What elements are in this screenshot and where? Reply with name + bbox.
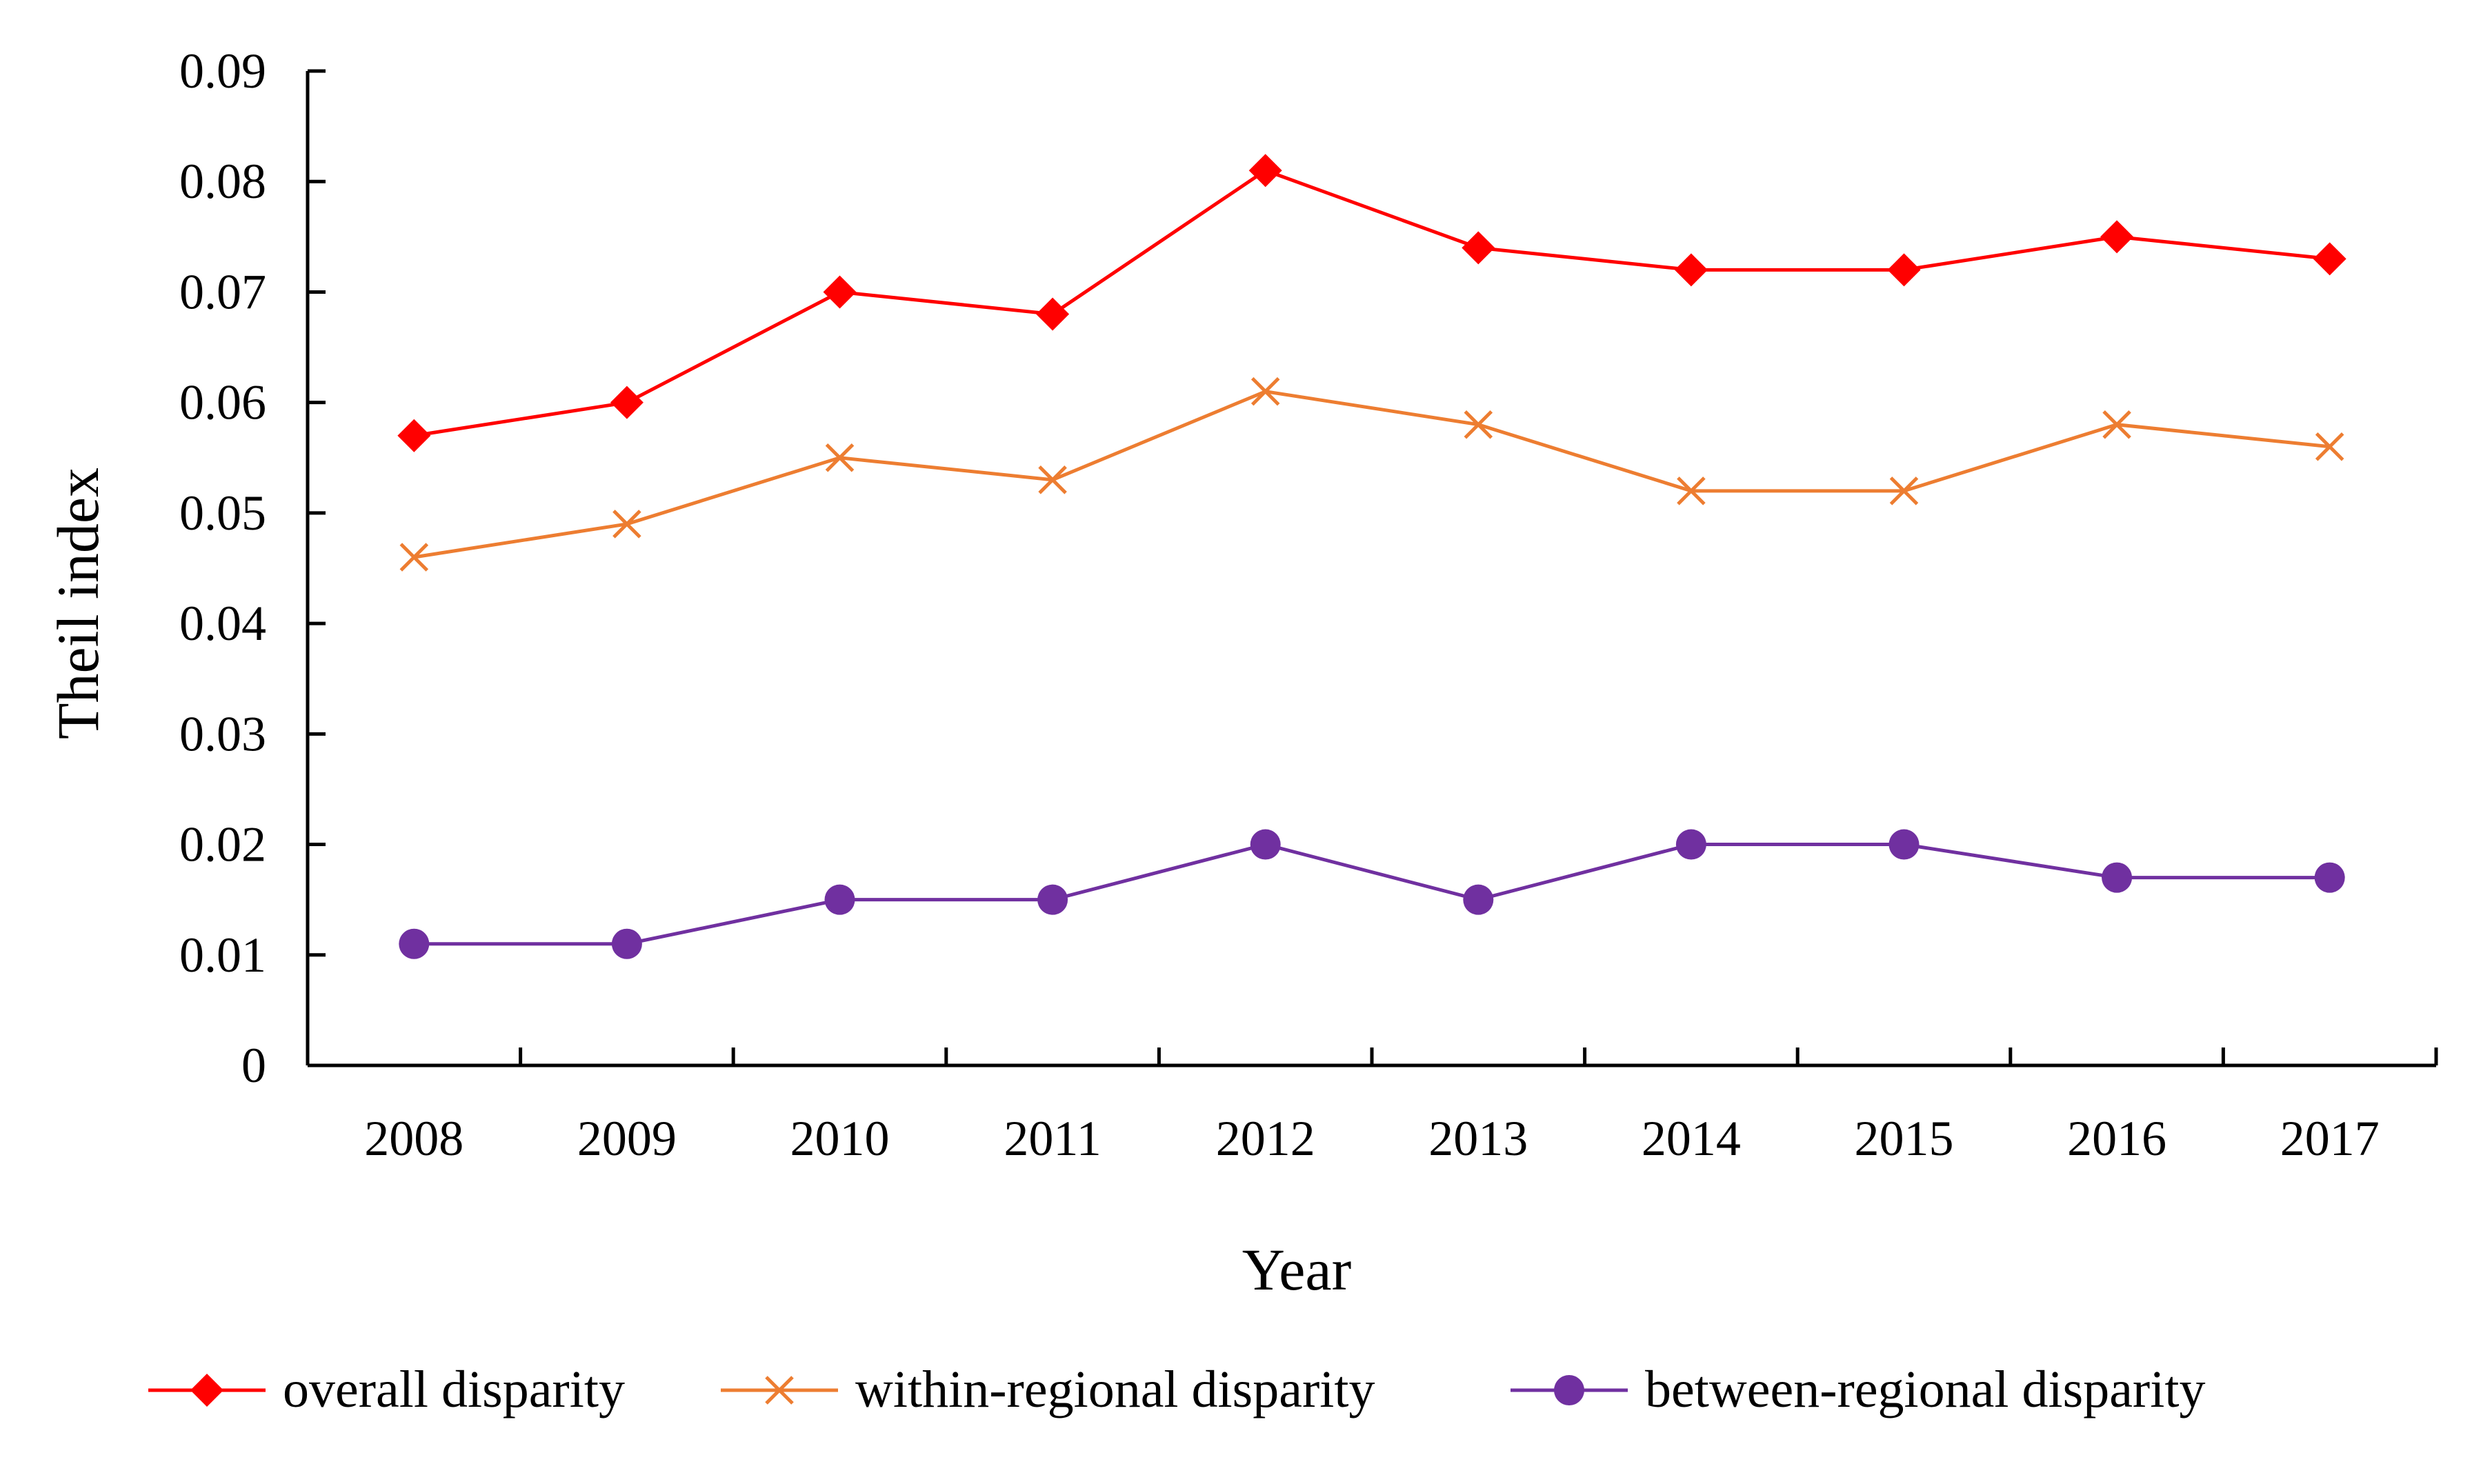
data-point [1674,253,1708,287]
x-tick-label: 2011 [1004,1111,1101,1166]
y-tick-label: 0.02 [179,817,266,872]
y-tick-label: 0.01 [179,928,266,983]
data-point [1038,465,1067,494]
data-point [612,510,641,539]
data-point [2315,432,2344,461]
data-point [399,543,429,572]
series-between-regional-disparity [399,829,2345,959]
data-point [1888,829,1920,860]
legend-item: between-regional disparity [1511,1361,2205,1418]
legend-label: between-regional disparity [1645,1361,2205,1418]
legend: overall disparity within-regional dispari… [148,1361,2205,1418]
legend-marker [190,1374,223,1407]
series-group [397,154,2346,959]
y-tick-label: 0.03 [179,706,266,761]
x-tick-label: 2012 [1216,1111,1315,1166]
series-within-regional-disparity [399,377,2344,572]
data-point [824,884,855,915]
legend-item: overall disparity [148,1361,625,1418]
y-tick-label: 0 [241,1038,266,1093]
data-point [1677,477,1706,505]
data-point [1037,884,1068,915]
y-tick-label: 0.09 [179,43,266,99]
data-point [611,928,642,959]
x-tick-label: 2008 [364,1111,464,1166]
legend-label: overall disparity [283,1361,625,1418]
data-point [823,275,857,309]
y-tick-label: 0.04 [179,596,266,651]
data-point [2313,242,2346,276]
axes: 0 0.01 0.02 0.03 0.04 0.05 0.06 0.07 0.08 0.09 200… [179,43,2438,1166]
x-tick-label: 2015 [1855,1111,1954,1166]
data-point [2102,862,2133,893]
series-line [413,390,2330,559]
series-line [413,168,2330,438]
data-point [1462,231,1495,265]
legend-marker [765,1376,794,1405]
legend-item: within-regional disparity [721,1361,1375,1418]
y-axis-label: Theil index [45,468,111,739]
data-point [1889,477,1919,505]
data-point [1464,410,1493,439]
data-point [1248,154,1282,188]
x-tick-label: 2013 [1428,1111,1528,1166]
y-tick-label: 0.05 [179,485,266,541]
y-tick-label: 0.06 [179,375,266,430]
legend-label: within-regional disparity [855,1361,1375,1418]
y-tick-label: 0.08 [179,154,266,209]
data-point [2102,410,2131,439]
x-tick-label: 2014 [1642,1111,1741,1166]
data-point [1250,829,1281,860]
data-point [397,419,431,452]
data-point [2314,862,2345,893]
data-point [399,928,430,959]
data-point [1675,829,1706,860]
data-point [1887,253,1921,287]
data-point [1036,297,1070,331]
x-tick-label: 2010 [790,1111,890,1166]
x-tick-label: 2009 [577,1111,677,1166]
series-line [414,842,2330,946]
legend-marker [1554,1375,1584,1405]
x-tick-label: 2017 [2280,1111,2380,1166]
data-point [610,385,644,419]
series-overall-disparity [397,154,2346,452]
data-point [825,443,855,472]
data-point [2100,220,2134,254]
y-tick-label: 0.07 [179,264,266,319]
data-point [1463,884,1494,915]
x-axis-label: Year [1242,1236,1351,1303]
x-tick-label: 2016 [2067,1111,2166,1166]
data-point [1250,377,1280,406]
